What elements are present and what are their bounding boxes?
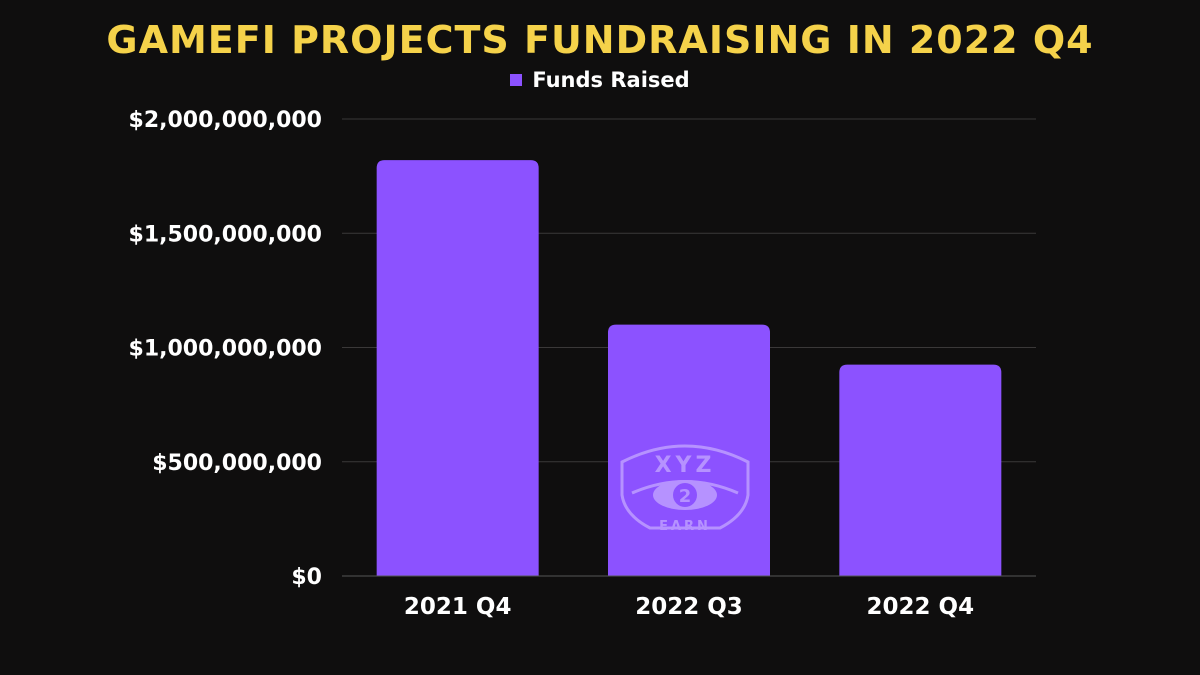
x-axis-tick-labels: 2021 Q4 2022 Q3 2022 Q4 <box>404 594 974 620</box>
legend-label: Funds Raised <box>532 68 690 92</box>
bars <box>376 160 1002 576</box>
chart-title: GAMEFI PROJECTS FUNDRAISING IN 2022 Q4 <box>106 18 1094 62</box>
x-tick-label: 2022 Q4 <box>867 594 975 620</box>
y-tick-label: $2,000,000,000 <box>129 108 322 133</box>
watermark-top-text: XYZ <box>655 453 716 478</box>
watermark-mid-text: 2 <box>679 486 692 507</box>
bar <box>376 160 539 576</box>
y-tick-label: $1,500,000,000 <box>129 222 322 247</box>
y-tick-label: $1,000,000,000 <box>129 337 322 362</box>
y-tick-label: $0 <box>291 565 322 590</box>
bar <box>608 324 770 576</box>
bar <box>839 364 1002 576</box>
xyz2earn-watermark-logo: 2 XYZ EARN <box>620 444 750 534</box>
x-tick-label: 2022 Q3 <box>635 594 743 620</box>
y-tick-label: $500,000,000 <box>152 451 322 476</box>
legend: Funds Raised <box>0 68 1200 92</box>
x-tick-label: 2021 Q4 <box>404 594 512 620</box>
legend-swatch <box>510 74 523 86</box>
y-axis-tick-labels: $0 $500,000,000 $1,000,000,000 $1,500,000,0… <box>129 108 322 590</box>
watermark-bottom-text: EARN <box>659 519 711 534</box>
